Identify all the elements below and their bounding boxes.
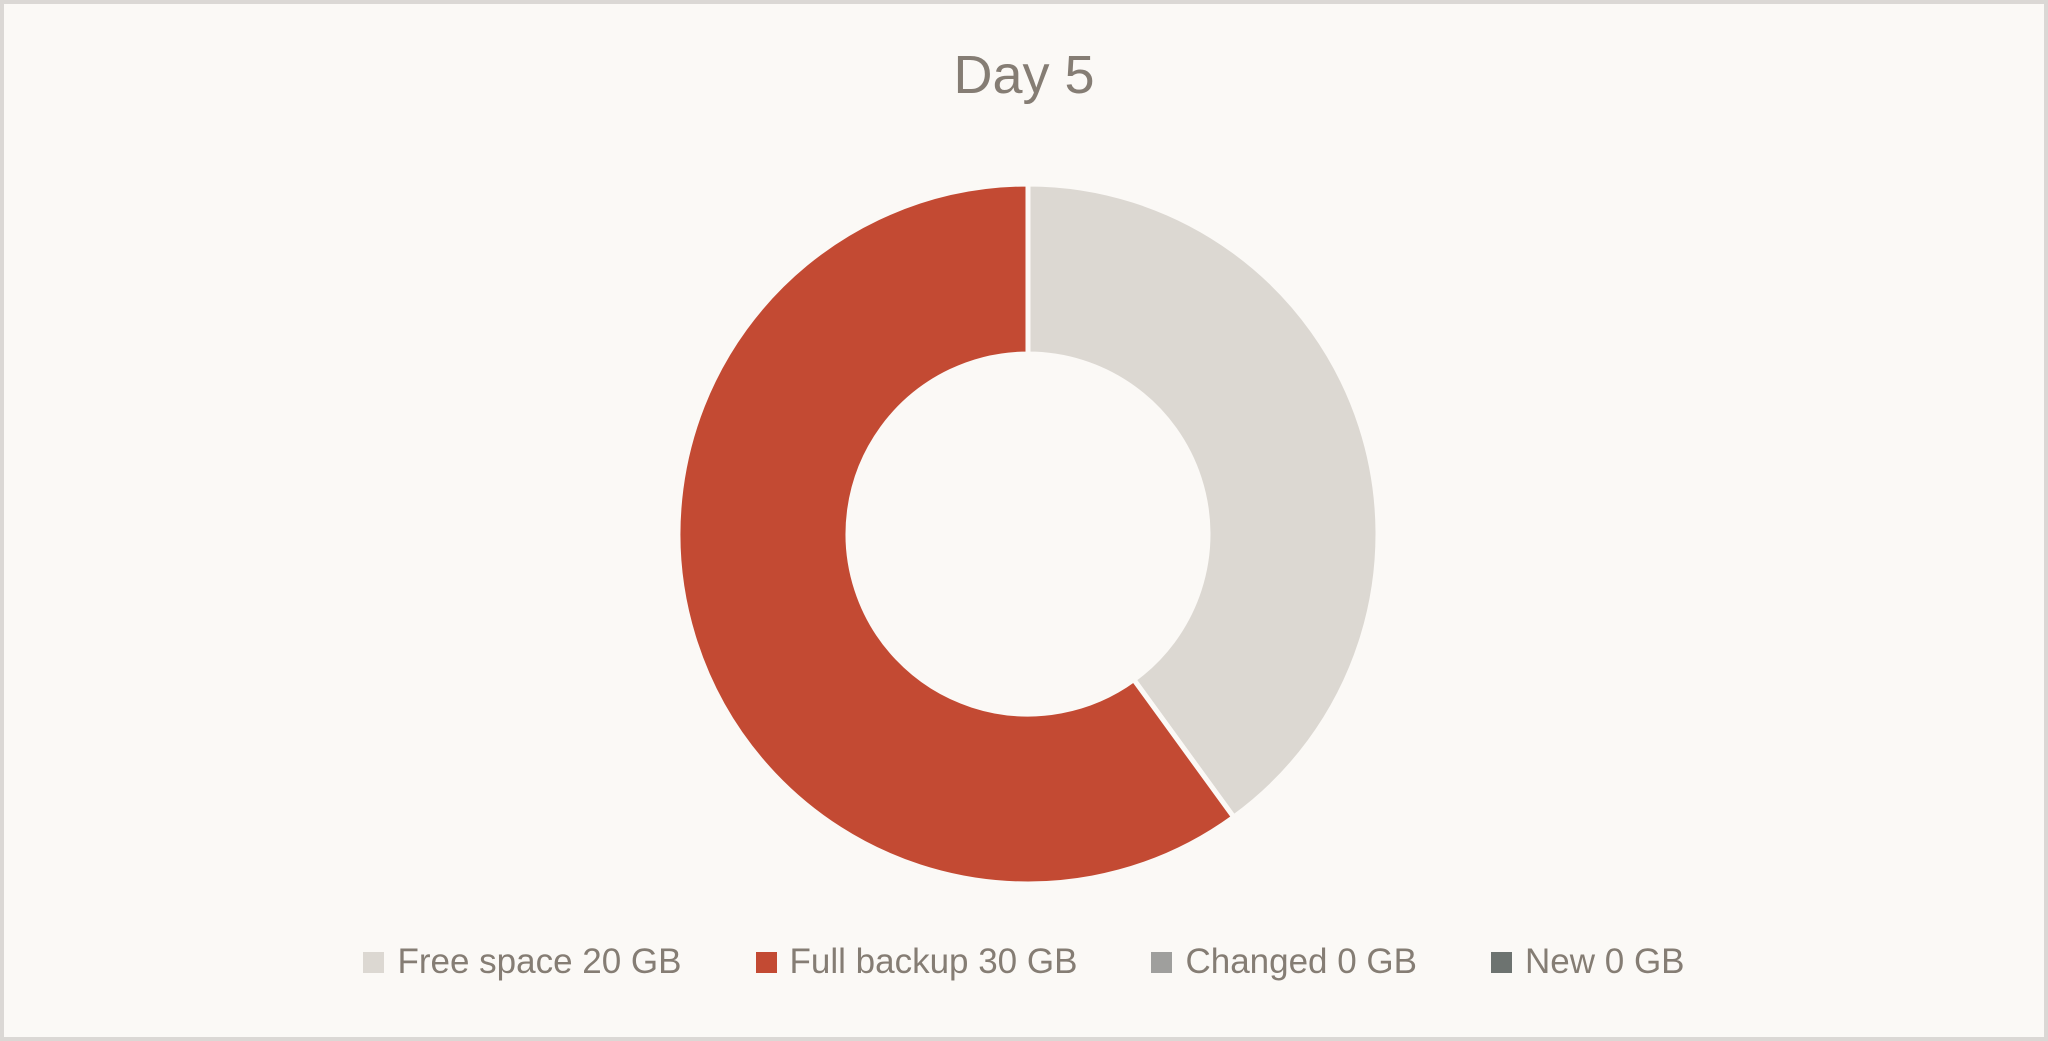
legend-swatch-icon: [1491, 951, 1513, 973]
legend-item-new[interactable]: New 0 GB: [1491, 942, 1685, 982]
legend-item-changed[interactable]: Changed 0 GB: [1151, 942, 1417, 982]
legend-label: Free space 20 GB: [397, 942, 682, 981]
legend-label: Full backup 30 GB: [789, 942, 1078, 981]
legend-item-full-backup[interactable]: Full backup 30 GB: [755, 942, 1078, 982]
legend-swatch-icon: [363, 951, 385, 973]
donut-chart: [675, 181, 1381, 887]
donut-slices: [675, 181, 1381, 887]
chart-title: Day 5: [953, 45, 1095, 105]
donut-slice-full-backup[interactable]: [675, 181, 1238, 887]
legend-swatch-icon: [1151, 951, 1173, 973]
legend-item-free-space[interactable]: Free space 20 GB: [363, 942, 682, 982]
legend-label: New 0 GB: [1525, 942, 1685, 981]
chart-legend: Free space 20 GB Full backup 30 GB Changed…: [4, 942, 2044, 982]
legend-swatch-icon: [755, 951, 777, 973]
legend-label: Changed 0 GB: [1185, 942, 1418, 981]
donut-slice-free-space[interactable]: [1025, 181, 1381, 821]
